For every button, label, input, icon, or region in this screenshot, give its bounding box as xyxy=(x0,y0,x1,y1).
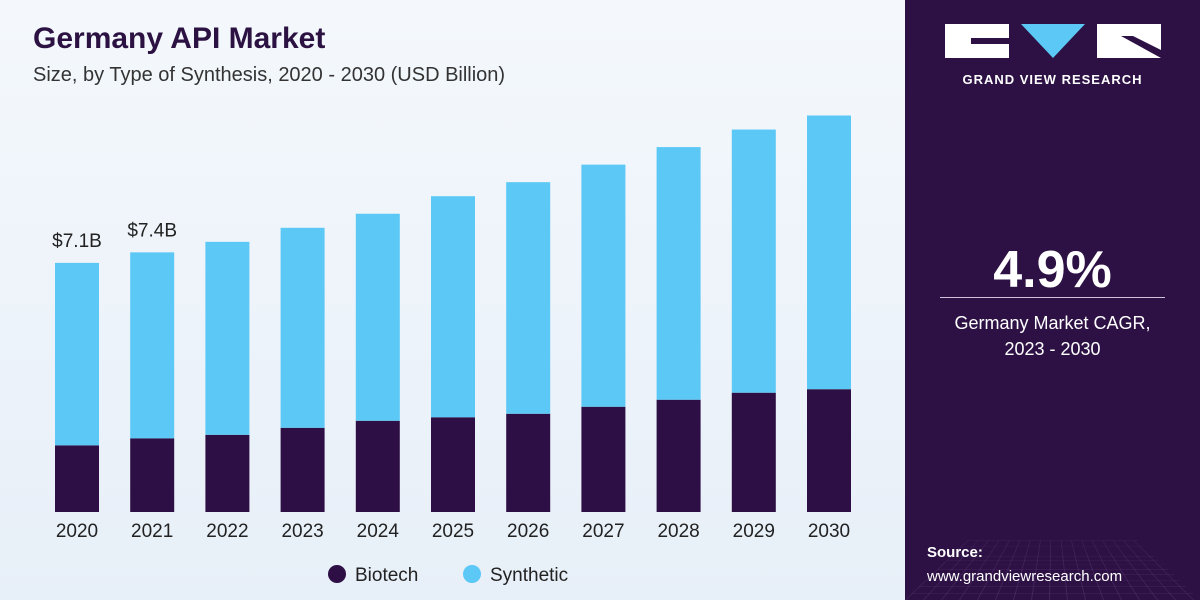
x-tick-2030: 2030 xyxy=(808,521,850,542)
chart-subtitle: Size, by Type of Synthesis, 2020 - 2030 … xyxy=(33,64,506,86)
bar-biotech-2021 xyxy=(130,438,175,512)
summary-panel: GRAND VIEW RESEARCH 4.9% Germany Market … xyxy=(905,0,1200,600)
chart-panel: Germany API Market Size, by Type of Synt… xyxy=(0,0,905,600)
x-tick-2023: 2023 xyxy=(281,521,323,542)
bar-synthetic-2030 xyxy=(807,115,851,390)
x-tick-2020: 2020 xyxy=(56,521,98,542)
data-label-2021: $7.4B xyxy=(127,220,177,241)
cagr-value: 4.9% xyxy=(993,241,1112,299)
bar-biotech-2022 xyxy=(205,434,250,512)
bar-synthetic-2026 xyxy=(506,182,551,414)
legend-label-synthetic: Synthetic xyxy=(490,565,568,586)
x-tick-2028: 2028 xyxy=(657,521,699,542)
bar-biotech-2023 xyxy=(280,427,325,512)
bar-synthetic-2021 xyxy=(130,252,175,439)
source-label: Source: xyxy=(927,544,983,561)
bar-synthetic-2029 xyxy=(731,129,776,393)
bar-synthetic-2024 xyxy=(355,213,400,421)
gvr-logo-icon xyxy=(945,24,1161,58)
bar-biotech-2030 xyxy=(807,389,851,512)
cagr-label: Germany Market CAGR, 2023 - 2030 xyxy=(905,310,1200,362)
data-label-2020: $7.1B xyxy=(52,231,102,252)
bar-biotech-2027 xyxy=(581,406,626,512)
cagr-label-line1: Germany Market CAGR, xyxy=(954,313,1151,333)
stacked-bar-chart: 2020 2021 2022 2023 2024 2025 2026 2027 2028 2029… xyxy=(52,115,851,586)
chart-title: Germany API Market xyxy=(33,22,326,55)
source-url[interactable]: www.grandviewresearch.com xyxy=(927,568,1123,585)
cagr-label-line2: 2023 - 2030 xyxy=(1004,339,1101,359)
x-tick-2021: 2021 xyxy=(131,521,173,542)
bar-synthetic-2020 xyxy=(55,262,99,446)
x-tick-2027: 2027 xyxy=(582,521,624,542)
x-tick-2022: 2022 xyxy=(206,521,248,542)
bar-synthetic-2025 xyxy=(431,196,475,418)
bar-biotech-2020 xyxy=(55,445,99,512)
x-tick-2025: 2025 xyxy=(432,521,474,542)
brand-name: GRAND VIEW RESEARCH xyxy=(962,72,1143,87)
bar-synthetic-2023 xyxy=(280,227,325,428)
bar-synthetic-2027 xyxy=(581,164,626,407)
legend-marker-biotech xyxy=(328,565,346,583)
legend-label-biotech: Biotech xyxy=(355,565,418,586)
bar-biotech-2029 xyxy=(731,392,776,512)
x-tick-2029: 2029 xyxy=(733,521,775,542)
bar-biotech-2026 xyxy=(506,413,551,512)
bar-synthetic-2028 xyxy=(656,147,701,400)
bar-biotech-2025 xyxy=(431,417,475,512)
legend-marker-synthetic xyxy=(463,565,481,583)
bar-biotech-2024 xyxy=(355,420,400,512)
x-tick-2026: 2026 xyxy=(507,521,549,542)
divider xyxy=(940,297,1165,298)
x-tick-2024: 2024 xyxy=(357,521,400,542)
bar-biotech-2028 xyxy=(656,399,701,512)
bar-synthetic-2022 xyxy=(205,241,250,435)
